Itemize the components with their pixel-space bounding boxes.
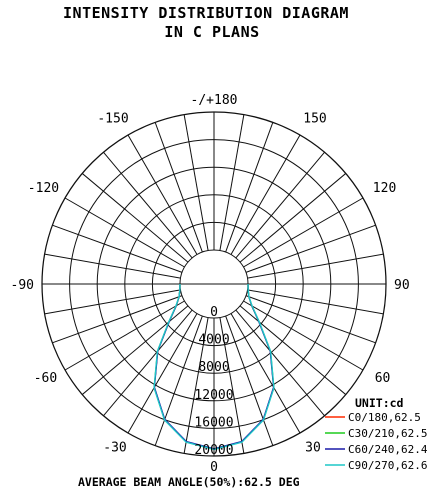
average-beam-angle-text: AVERAGE BEAM ANGLE(50%):62.5 DEG: [78, 475, 300, 489]
chart-title-line-2: IN C PLANS: [164, 23, 259, 41]
angle-label-8: 60: [375, 371, 391, 386]
angle-label-2: 150: [303, 111, 326, 126]
grid-spoke--60: [64, 300, 185, 371]
angle-label-5: -90: [11, 278, 34, 293]
grid-spoke--50: [81, 305, 189, 395]
angle-label-11: 0: [210, 460, 218, 475]
series-curves: [153, 283, 275, 451]
angle-label-6: 90: [394, 278, 410, 293]
grid-spoke--10: [183, 317, 209, 454]
grid-spoke--40: [103, 309, 193, 417]
legend-label-1: C30/210,62.5: [348, 427, 427, 440]
grid-spoke-100: [247, 253, 384, 279]
polar-grid: [41, 111, 387, 457]
angle-labels: -/+180 -150 150 -120 120 -90 90 -60 60 -30 30 0: [11, 93, 410, 475]
radial-label-8000: 8000: [198, 360, 229, 375]
grid-spoke-110: [245, 224, 376, 273]
angle-label-7: -60: [34, 371, 57, 386]
grid-spoke-60: [243, 300, 364, 371]
angle-label-9: -30: [103, 441, 126, 456]
grid-spoke-160: [225, 122, 274, 253]
grid-spoke--110: [52, 224, 183, 273]
grid-spoke--170: [183, 114, 209, 251]
grid-spoke-20: [225, 315, 274, 446]
grid-spoke-150: [230, 134, 301, 255]
legend-label-0: C0/180,62.5: [348, 411, 421, 424]
radial-label-4000: 4000: [198, 333, 229, 348]
radial-label-16000: 16000: [194, 415, 233, 430]
angle-label-3: -120: [28, 181, 59, 196]
radial-label-0: 0: [210, 305, 218, 320]
grid-spoke--80: [44, 289, 181, 315]
grid-spoke-80: [247, 289, 384, 315]
grid-spoke-50: [239, 305, 347, 395]
grid-spoke--100: [44, 253, 181, 279]
angle-label-0: -/+180: [191, 93, 238, 108]
grid-spoke--140: [103, 151, 193, 259]
grid-spoke-70: [245, 295, 376, 344]
chart-title-line-1: INTENSITY DISTRIBUTION DIAGRAM: [63, 4, 349, 22]
grid-spoke-130: [239, 173, 347, 263]
grid-spoke--160: [154, 122, 203, 253]
angle-label-1: -150: [97, 111, 128, 126]
grid-spoke--130: [81, 173, 189, 263]
grid-spoke-10: [219, 317, 245, 454]
legend: C0/180,62.5 C30/210,62.5 C60/240,62.4 C90/2…: [325, 411, 428, 472]
radial-labels: 0 4000 8000 12000 16000 20000: [194, 305, 233, 458]
grid-spoke--30: [127, 313, 198, 434]
legend-label-2: C60/240,62.4: [348, 443, 428, 456]
radial-label-20000: 20000: [194, 443, 233, 458]
grid-spoke--20: [154, 315, 203, 446]
grid-spoke-40: [235, 309, 325, 417]
grid-spoke-120: [243, 197, 364, 268]
grid-spoke-140: [235, 151, 325, 259]
unit-label: UNIT:cd: [355, 396, 404, 410]
angle-label-10: 30: [305, 441, 321, 456]
grid-spoke--150: [127, 134, 198, 255]
grid-spoke--70: [52, 295, 183, 344]
radial-label-12000: 12000: [194, 388, 233, 403]
grid-spoke-30: [230, 313, 301, 434]
series-curve-3: [153, 283, 275, 451]
grid-spoke--120: [64, 197, 185, 268]
legend-label-3: C90/270,62.6: [348, 459, 427, 472]
angle-label-4: 120: [373, 181, 396, 196]
grid-spoke-170: [219, 114, 245, 251]
